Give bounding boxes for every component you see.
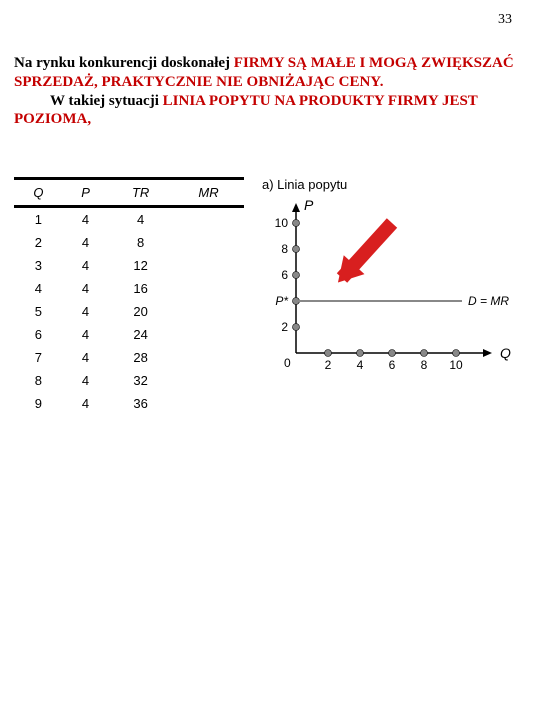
svg-text:10: 10 xyxy=(449,358,463,372)
page-number: 33 xyxy=(498,12,512,28)
table-cell: 20 xyxy=(108,300,173,323)
svg-text:8: 8 xyxy=(281,242,288,256)
table-cell: 7 xyxy=(14,346,63,369)
table-cell: 4 xyxy=(63,346,109,369)
demand-chart: P Q 0 10 8 6 P* 2 2 4 6 8 10 D = MR xyxy=(262,198,522,388)
data-table: QPTRMR 144248341244165420642474288432943… xyxy=(14,177,244,415)
chart-wrap: a) Linia popytu P Q 0 10 8 6 P* 2 2 4 6 8 10 D = MR xyxy=(262,177,526,415)
table-cell: 4 xyxy=(14,277,63,300)
table-cell xyxy=(173,207,244,232)
table-cell: 5 xyxy=(14,300,63,323)
table-row: 7428 xyxy=(14,346,244,369)
table-cell: 12 xyxy=(108,254,173,277)
table-cell: 1 xyxy=(14,207,63,232)
content-row: QPTRMR 144248341244165420642474288432943… xyxy=(14,177,526,415)
table-cell: 32 xyxy=(108,369,173,392)
table-cell xyxy=(173,369,244,392)
table-row: 8432 xyxy=(14,369,244,392)
table-cell: 4 xyxy=(63,277,109,300)
table-cell: 4 xyxy=(63,392,109,415)
table-cell xyxy=(173,254,244,277)
table-row: 6424 xyxy=(14,323,244,346)
svg-text:6: 6 xyxy=(389,358,396,372)
table-row: 4416 xyxy=(14,277,244,300)
svg-text:D = MR: D = MR xyxy=(468,294,509,308)
table-row: 144 xyxy=(14,207,244,232)
para-plain-2: W takiej sytuacji xyxy=(50,93,163,109)
table-cell: 4 xyxy=(63,254,109,277)
table-cell: 6 xyxy=(14,323,63,346)
table-cell: 4 xyxy=(63,231,109,254)
para-plain-1: Na rynku konkurencji doskonałej xyxy=(14,55,234,71)
table-header: TR xyxy=(108,179,173,207)
data-table-wrap: QPTRMR 144248341244165420642474288432943… xyxy=(14,177,244,415)
table-cell: 9 xyxy=(14,392,63,415)
svg-text:8: 8 xyxy=(421,358,428,372)
table-cell: 16 xyxy=(108,277,173,300)
intro-paragraph: Na rynku konkurencji doskonałej FIRMY SĄ… xyxy=(14,54,526,129)
svg-text:P*: P* xyxy=(275,294,288,308)
table-row: 5420 xyxy=(14,300,244,323)
table-cell: 4 xyxy=(63,207,109,232)
table-cell xyxy=(173,346,244,369)
table-header: Q xyxy=(14,179,63,207)
svg-text:0: 0 xyxy=(284,356,291,370)
table-cell: 24 xyxy=(108,323,173,346)
table-cell xyxy=(173,300,244,323)
table-cell: 4 xyxy=(63,300,109,323)
svg-text:4: 4 xyxy=(357,358,364,372)
table-row: 3412 xyxy=(14,254,244,277)
table-cell: 3 xyxy=(14,254,63,277)
table-header: P xyxy=(63,179,109,207)
svg-text:10: 10 xyxy=(275,216,289,230)
table-cell: 36 xyxy=(108,392,173,415)
table-cell: 4 xyxy=(63,369,109,392)
table-cell xyxy=(173,392,244,415)
table-cell xyxy=(173,277,244,300)
table-cell: 4 xyxy=(108,207,173,232)
svg-text:6: 6 xyxy=(281,268,288,282)
table-cell xyxy=(173,231,244,254)
svg-text:P: P xyxy=(304,198,314,213)
svg-text:2: 2 xyxy=(281,320,288,334)
table-cell: 2 xyxy=(14,231,63,254)
table-row: 248 xyxy=(14,231,244,254)
table-cell: 8 xyxy=(14,369,63,392)
table-row: 9436 xyxy=(14,392,244,415)
svg-text:Q: Q xyxy=(500,345,511,361)
svg-text:2: 2 xyxy=(325,358,332,372)
chart-title: a) Linia popytu xyxy=(262,177,526,192)
table-cell: 4 xyxy=(63,323,109,346)
table-cell: 28 xyxy=(108,346,173,369)
table-cell xyxy=(173,323,244,346)
table-cell: 8 xyxy=(108,231,173,254)
table-header: MR xyxy=(173,179,244,207)
